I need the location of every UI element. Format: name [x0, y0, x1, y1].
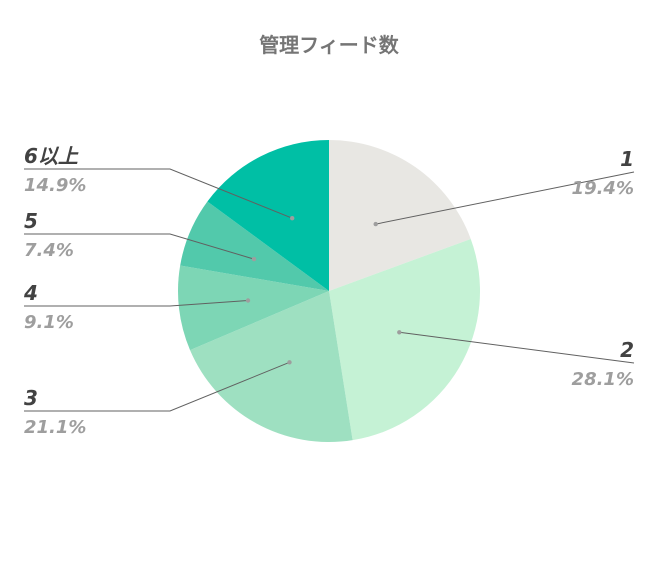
chart-title: 管理フィード数 [259, 33, 400, 57]
slice-percent-5: 7.4% [24, 240, 74, 261]
leader-dot-1 [373, 221, 378, 227]
leader-line-6 [24, 168, 293, 219]
leader-dot-6 [290, 216, 295, 221]
pie-slice-2[interactable] [329, 238, 481, 441]
leader-dot-5 [251, 256, 257, 262]
slice-label-2: 2 [620, 338, 634, 362]
slice-percent-1: 19.4% [572, 178, 634, 199]
leader-line-3 [24, 361, 290, 412]
leader-dot-3 [287, 360, 292, 365]
slice-label-6: 6以上 [24, 144, 79, 168]
slice-percent-6: 14.9% [24, 175, 86, 196]
slice-label-5: 5 [24, 209, 38, 233]
leader-line-2 [399, 331, 635, 364]
leader-line-1 [375, 171, 635, 225]
slice-label-4: 4 [23, 281, 38, 305]
slice-percent-2: 28.1% [572, 369, 634, 390]
leader-line-4 [24, 300, 249, 307]
leader-dot-4 [245, 298, 251, 303]
slice-label-3: 3 [24, 386, 38, 410]
pie-slice-3[interactable] [190, 291, 353, 442]
slice-labels: 1 19.4% 2 28.1% 3 21.1% 4 9.1% 5 7.4% 6以上 14.9% [23, 144, 635, 438]
pie-slice-5[interactable] [180, 201, 329, 291]
pie-slice-4[interactable] [178, 265, 329, 351]
slice-percent-3: 21.1% [24, 417, 86, 438]
leader-dot-2 [397, 330, 402, 335]
leader-line-5 [24, 233, 255, 260]
pie-slice-1[interactable] [329, 140, 471, 291]
pie-slices [178, 140, 481, 442]
pie-slice-6[interactable] [207, 140, 329, 291]
slice-percent-4: 9.1% [24, 312, 74, 333]
slice-label-1: 1 [620, 147, 634, 171]
